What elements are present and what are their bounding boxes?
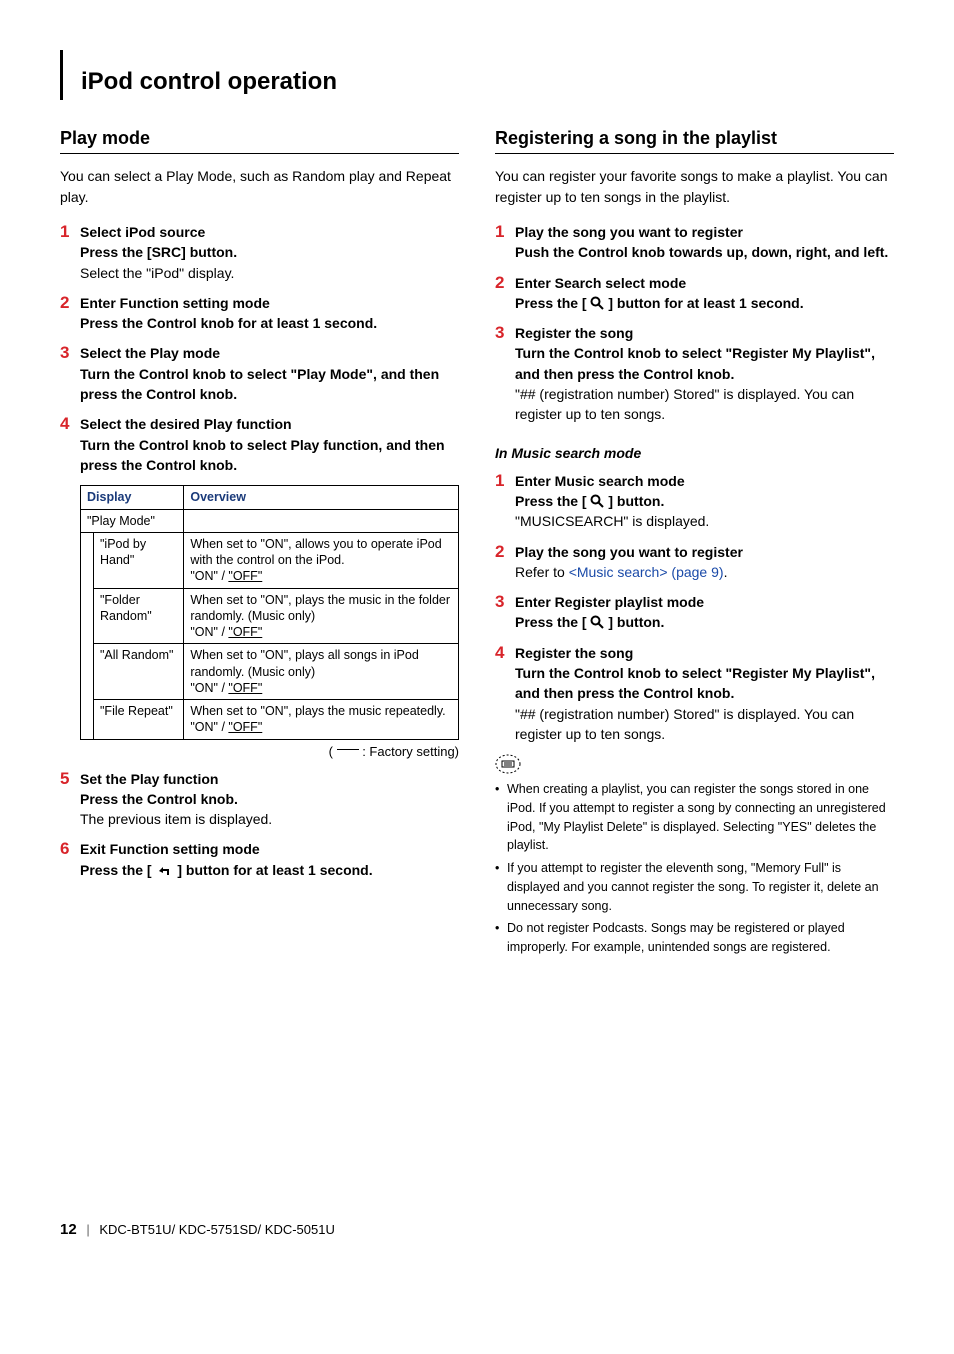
m-step-4: 4 Register the song Turn the Control kno… [495,643,894,744]
m-step-1: 1 Enter Music search mode Press the [ ] … [495,471,894,532]
step-action: Press the [ ] button for at least 1 seco… [515,293,894,313]
step-note: "## (registration number) Stored" is dis… [515,704,894,745]
table-row-desc: When set to "ON", plays the music repeat… [184,700,459,740]
m-step-3: 3 Enter Register playlist mode Press the… [495,592,894,633]
table-cell-empty [184,509,459,532]
table-header-display: Display [81,486,184,509]
step-title: Play the song you want to register [515,222,894,242]
step-action: Turn the Control knob to select "Play Mo… [80,364,459,405]
note-item: Do not register Podcasts. Songs may be r… [495,919,894,957]
step-number: 4 [495,643,509,663]
table-indent [81,532,94,588]
factory-setting-note: ( : Factory setting) [60,744,459,759]
table-row-desc: When set to "ON", allows you to operate … [184,532,459,588]
search-icon [590,615,604,629]
step-title: Set the Play function [80,769,459,789]
step-note: Select the "iPod" display. [80,263,459,283]
step-action: Press the Control knob. [80,789,459,809]
step-note: Refer to <Music search> (page 9). [515,562,894,582]
step-title: Register the song [515,643,894,663]
table-header-overview: Overview [184,486,459,509]
table-indent [81,588,94,644]
play-mode-table: Display Overview "Play Mode" "iPod by Ha… [80,485,459,739]
table-row-name: "Folder Random" [94,588,184,644]
r-step-2: 2 Enter Search select mode Press the [ ]… [495,273,894,314]
step-note: "## (registration number) Stored" is dis… [515,384,894,425]
note-icon [495,754,894,774]
step-3: 3 Select the Play mode Turn the Control … [60,343,459,404]
step-action: Press the [SRC] button. [80,242,459,262]
left-column: Play mode You can select a Play Mode, su… [60,128,459,961]
step-title: Register the song [515,323,894,343]
step-title: Enter Function setting mode [80,293,459,313]
table-row-name: "iPod by Hand" [94,532,184,588]
step-action: Press the [ ] button for at least 1 seco… [80,860,459,880]
step-action: Turn the Control knob to select "Registe… [515,343,894,384]
register-intro: You can register your favorite songs to … [495,166,894,208]
right-column: Registering a song in the playlist You c… [495,128,894,961]
note-item: If you attempt to register the eleventh … [495,859,894,915]
step-note: "MUSICSEARCH" is displayed. [515,511,894,531]
table-row-desc: When set to "ON", plays all songs in iPo… [184,644,459,700]
section-title-register: Registering a song in the playlist [495,128,894,154]
notes-list: When creating a playlist, you can regist… [495,780,894,957]
step-title: Select the Play mode [80,343,459,363]
music-search-link[interactable]: <Music search> (page 9) [569,564,724,580]
section-title-playmode: Play mode [60,128,459,154]
r-step-3: 3 Register the song Turn the Control kno… [495,323,894,424]
step-note: The previous item is displayed. [80,809,459,829]
step-action: Press the [ ] button. [515,612,894,632]
step-title: Enter Search select mode [515,273,894,293]
step-number: 1 [60,222,74,242]
step-number: 3 [495,323,509,343]
table-playmode-label: "Play Mode" [81,509,184,532]
step-2: 2 Enter Function setting mode Press the … [60,293,459,334]
step-number: 3 [495,592,509,612]
step-action: Press the Control knob for at least 1 se… [80,313,459,333]
step-title: Select the desired Play function [80,414,459,434]
step-title: Enter Music search mode [515,471,894,491]
step-number: 2 [60,293,74,313]
page-number: 12 [60,1221,77,1238]
table-row-name: "File Repeat" [94,700,184,740]
note-item: When creating a playlist, you can regist… [495,780,894,855]
step-number: 2 [495,542,509,562]
page-footer: 12 | KDC-BT51U/ KDC-5751SD/ KDC-5051U [60,1221,894,1238]
content-columns: Play mode You can select a Play Mode, su… [60,128,894,961]
m-step-2: 2 Play the song you want to register Ref… [495,542,894,583]
r-step-1: 1 Play the song you want to register Pus… [495,222,894,263]
table-indent [81,644,94,700]
step-title: Select iPod source [80,222,459,242]
music-search-mode-heading: In Music search mode [495,445,894,461]
page-header: iPod control operation [60,50,894,100]
step-title: Play the song you want to register [515,542,894,562]
footer-models: KDC-BT51U/ KDC-5751SD/ KDC-5051U [99,1222,335,1237]
search-icon [590,296,604,310]
step-number: 5 [60,769,74,789]
step-number: 6 [60,839,74,859]
search-icon [590,494,604,508]
footer-separator: | [86,1222,89,1237]
step-5: 5 Set the Play function Press the Contro… [60,769,459,830]
table-indent [81,700,94,740]
step-number: 2 [495,273,509,293]
step-1: 1 Select iPod source Press the [SRC] but… [60,222,459,283]
back-icon [155,865,173,877]
step-title: Enter Register playlist mode [515,592,894,612]
step-4: 4 Select the desired Play function Turn … [60,414,459,475]
step-action: Turn the Control knob to select Play fun… [80,435,459,476]
step-action: Press the [ ] button. [515,491,894,511]
step-action: Push the Control knob towards up, down, … [515,242,894,262]
playmode-intro: You can select a Play Mode, such as Rand… [60,166,459,208]
step-title: Exit Function setting mode [80,839,459,859]
page-title: iPod control operation [81,68,337,96]
step-number: 1 [495,471,509,491]
table-row-name: "All Random" [94,644,184,700]
step-action: Turn the Control knob to select "Registe… [515,663,894,704]
step-number: 1 [495,222,509,242]
step-6: 6 Exit Function setting mode Press the [… [60,839,459,880]
table-row-desc: When set to "ON", plays the music in the… [184,588,459,644]
step-number: 4 [60,414,74,434]
step-number: 3 [60,343,74,363]
